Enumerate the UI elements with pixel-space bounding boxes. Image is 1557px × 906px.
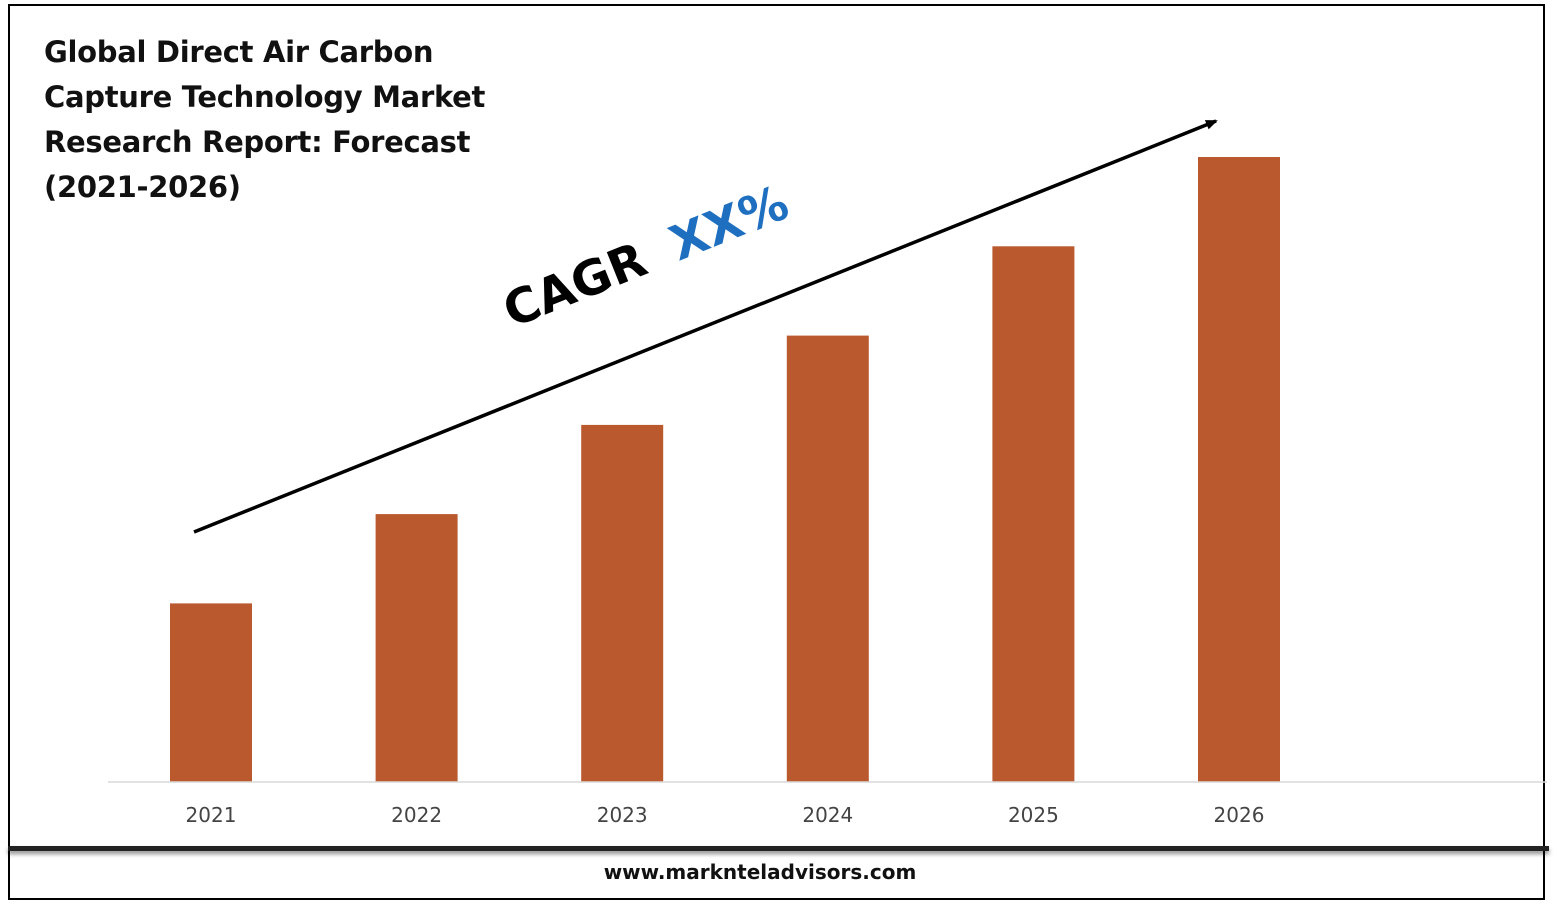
- x-tick-label-2024: 2024: [802, 803, 853, 827]
- cagr-value: XX%: [662, 175, 796, 273]
- bars-group: [170, 157, 1280, 783]
- chart-frame: [8, 4, 1545, 900]
- chart-title-line: (2021-2026): [44, 170, 241, 204]
- x-tick-label-2022: 2022: [391, 803, 442, 827]
- x-tick-label-2021: 2021: [186, 803, 237, 827]
- chart-title: Global Direct Air Carbon Capture Technol…: [44, 30, 564, 210]
- chart-title-line: Research Report: Forecast: [44, 125, 471, 159]
- bar-2025: [992, 246, 1075, 783]
- x-tick-labels: 2021 2022 2023 2024 2025 2026: [186, 803, 1265, 827]
- footer-divider: [8, 846, 1549, 851]
- x-tick-label-2026: 2026: [1214, 803, 1265, 827]
- bar-2023: [581, 424, 664, 782]
- cagr-prefix: CAGR: [496, 232, 655, 339]
- bar-2026: [1198, 157, 1280, 782]
- bar-2022: [375, 514, 458, 782]
- footer-website: www.marknteladvisors.com: [603, 860, 917, 884]
- x-tick-label-2023: 2023: [597, 803, 648, 827]
- chart-title-line: Capture Technology Market: [44, 80, 486, 114]
- chart-title-line: Global Direct Air Carbon: [44, 35, 434, 69]
- trend-arrow: [193, 119, 1218, 534]
- cagr-annotation: CAGR XX%: [496, 175, 797, 339]
- bar-2021: [170, 603, 252, 782]
- bar-2024: [786, 335, 869, 782]
- x-tick-label-2025: 2025: [1008, 803, 1059, 827]
